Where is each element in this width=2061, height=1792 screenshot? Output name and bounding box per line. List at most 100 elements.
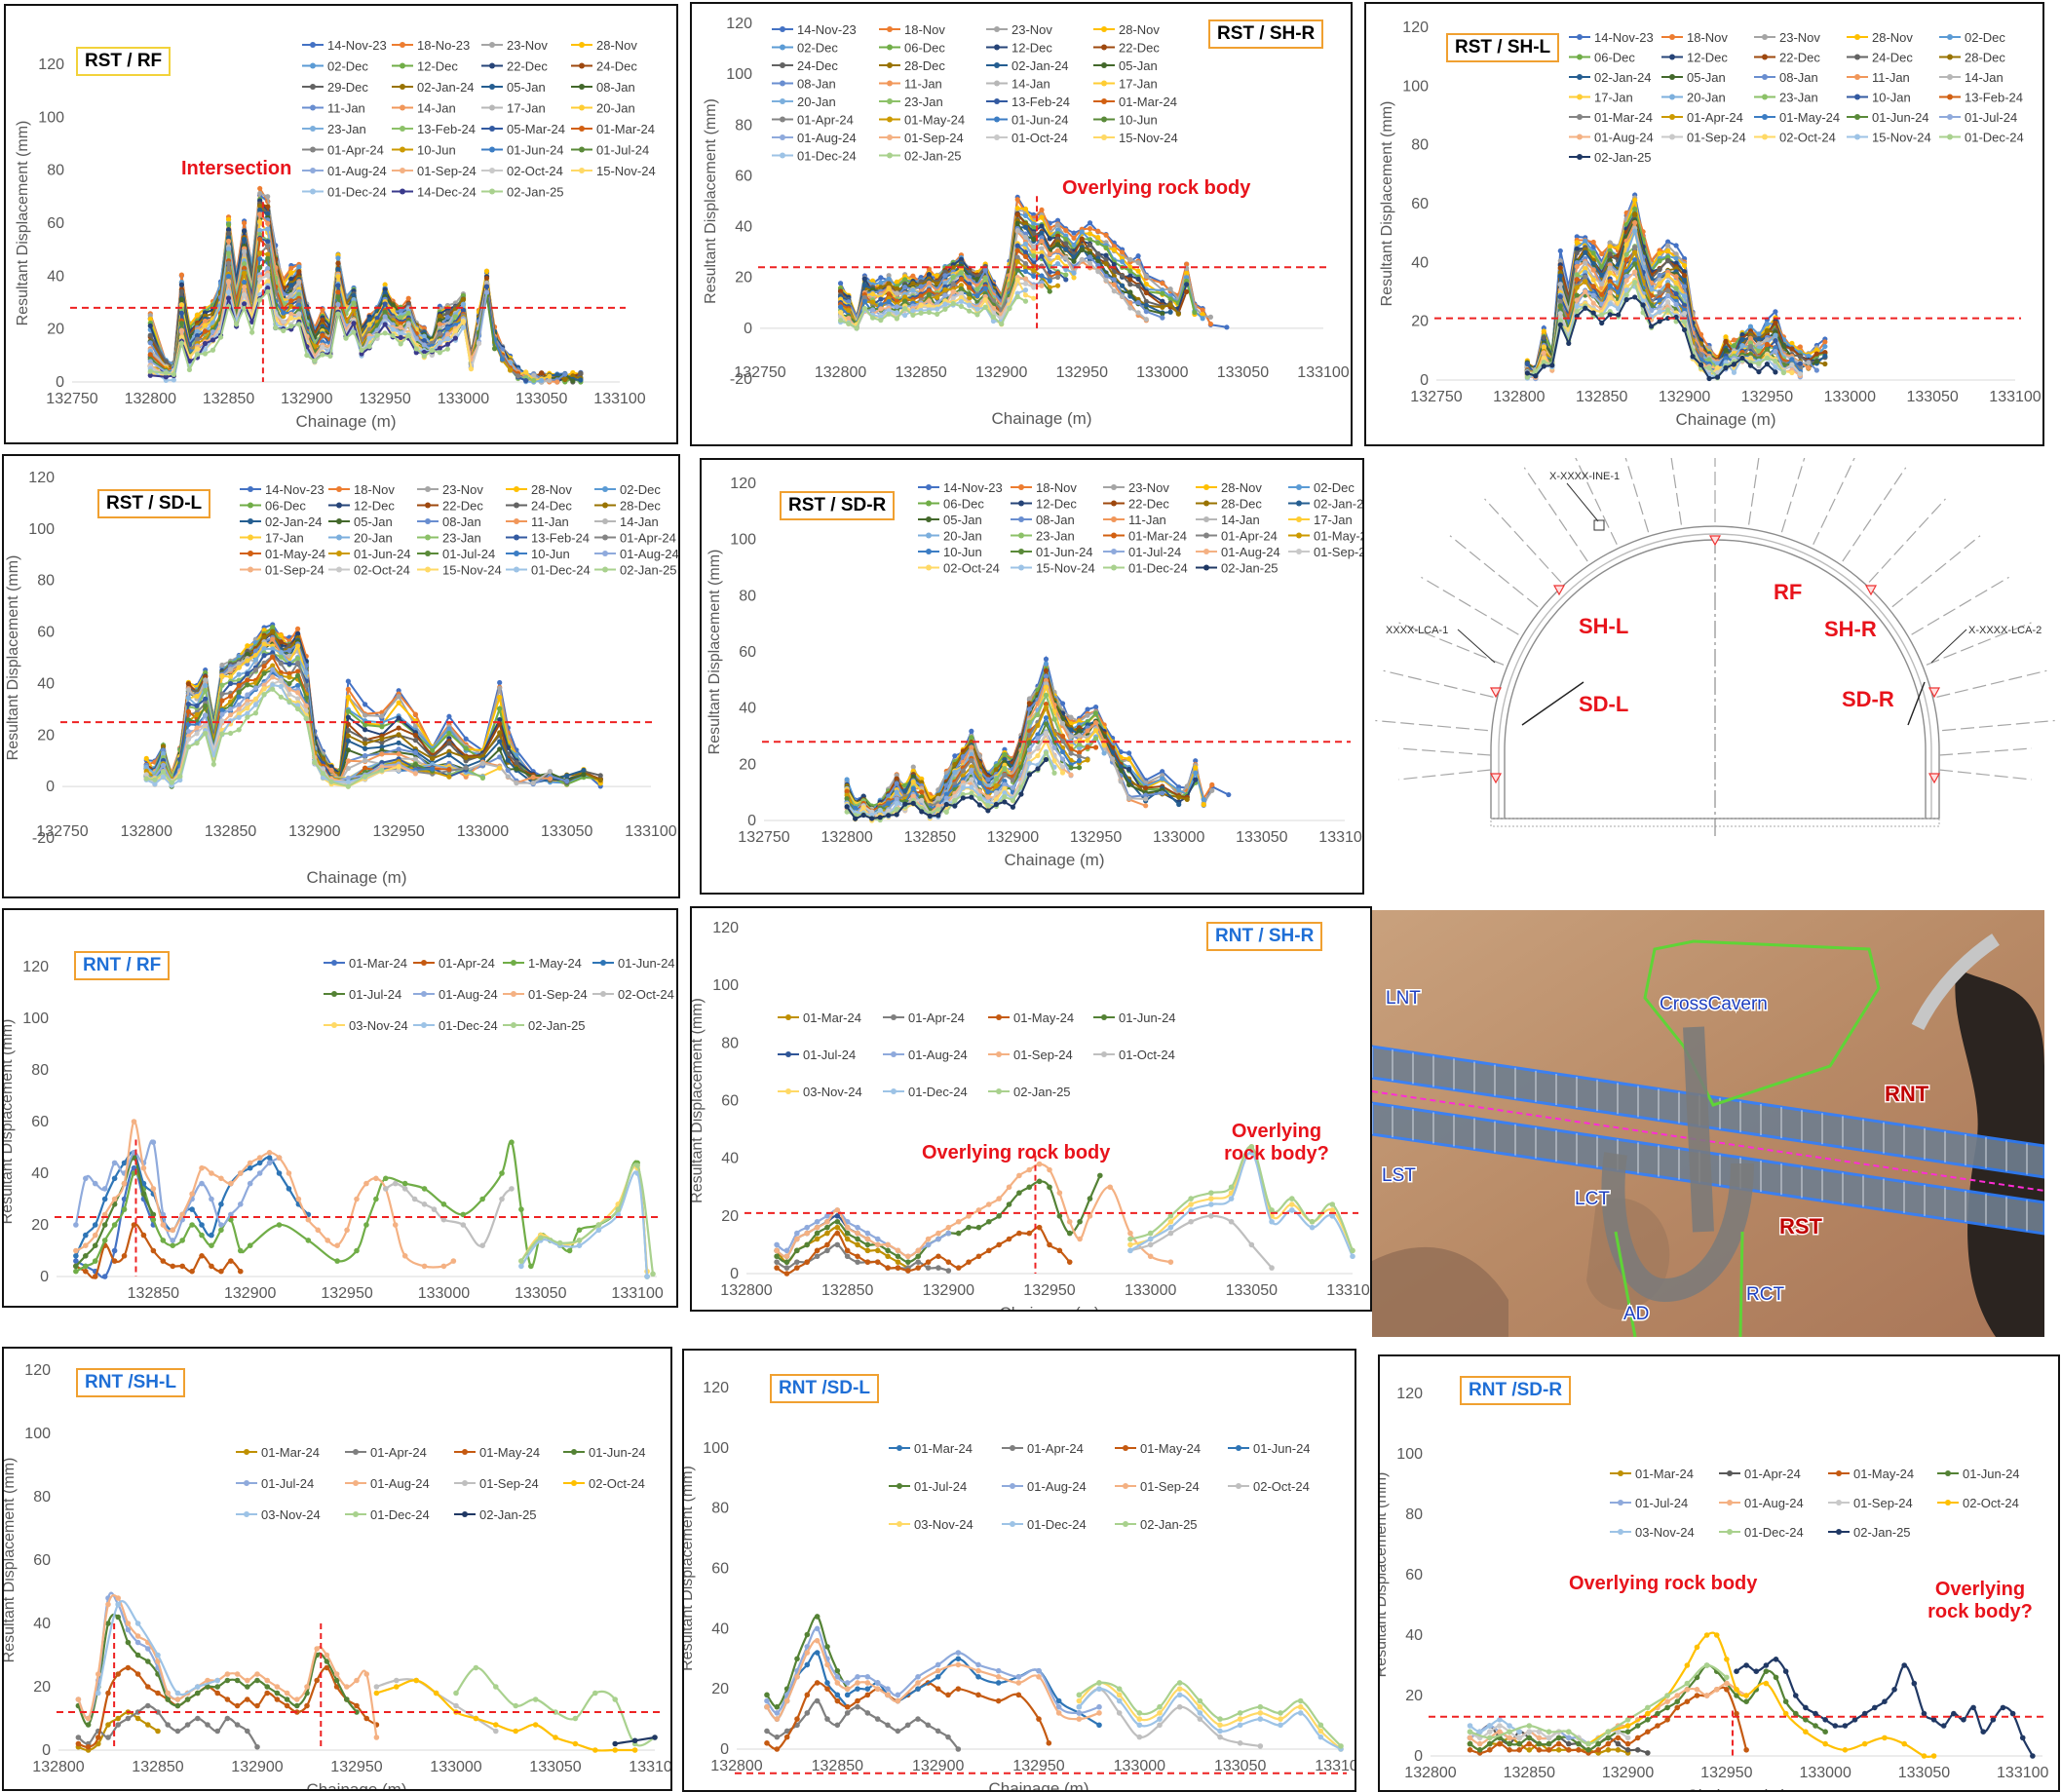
data-point <box>396 732 401 738</box>
legend-item: 05-Jan <box>481 80 546 95</box>
data-point <box>1739 336 1745 343</box>
data-point <box>219 673 225 679</box>
data-point <box>1047 236 1052 242</box>
data-point <box>1756 348 1762 354</box>
legend-label: 15-Nov-24 <box>1872 131 1931 145</box>
data-point <box>242 280 248 286</box>
data-point <box>396 715 401 721</box>
data-point <box>1039 253 1045 259</box>
data-point <box>1747 335 1754 341</box>
data-point <box>910 286 916 293</box>
data-point <box>178 321 184 326</box>
legend-item: 28-Nov <box>571 38 637 53</box>
data-point <box>861 294 867 301</box>
legend-item: 28-Dec <box>879 58 945 73</box>
data-point <box>202 323 209 328</box>
data-point <box>261 646 267 652</box>
y-tick-label: 60 <box>47 215 64 232</box>
data-point <box>1167 302 1173 308</box>
data-point <box>281 313 286 320</box>
legend-label: 12-Dec <box>1687 51 1728 65</box>
data-point <box>1054 222 1061 228</box>
data-point <box>463 736 469 742</box>
data-point <box>1813 359 1819 364</box>
data-point <box>257 256 263 262</box>
data-point <box>894 304 899 310</box>
data-point <box>412 756 418 762</box>
legend-label: 28-Nov <box>1872 30 1913 45</box>
data-point <box>327 353 333 360</box>
data-point <box>1574 259 1580 266</box>
legend-marker <box>887 44 893 51</box>
legend-item: 18-No-23 <box>392 38 470 53</box>
x-tick-label: 132900 <box>975 364 1027 381</box>
data-point <box>225 289 232 295</box>
x-tick-label: 132800 <box>125 391 176 407</box>
data-point <box>296 322 302 327</box>
series-line <box>149 196 582 384</box>
legend-label: 06-Dec <box>1594 51 1635 65</box>
legend-label: 01-Aug-24 <box>327 164 387 178</box>
legend-label: 20-Jan <box>797 95 836 109</box>
data-point <box>203 677 209 683</box>
data-point <box>1764 341 1771 347</box>
data-point <box>396 740 401 745</box>
data-point <box>497 694 503 701</box>
data-point <box>1632 279 1638 286</box>
data-point <box>437 318 442 324</box>
legend-marker <box>994 80 1000 87</box>
x-tick-label: 132800 <box>121 823 172 840</box>
data-point <box>1599 312 1605 318</box>
data-point <box>597 778 603 783</box>
data-point <box>476 340 482 347</box>
data-point <box>1541 334 1546 340</box>
data-point <box>429 347 435 354</box>
legend-marker <box>994 116 1000 123</box>
legend-marker <box>1669 54 1675 60</box>
data-point <box>910 281 916 286</box>
data-point <box>178 288 184 294</box>
data-point <box>1657 319 1662 324</box>
data-point <box>186 366 193 373</box>
data-point <box>460 324 467 330</box>
data-point <box>265 226 271 232</box>
data-point <box>1557 322 1563 327</box>
data-point <box>1574 297 1580 303</box>
x-tick-label: 132750 <box>36 823 88 840</box>
data-point <box>178 340 184 346</box>
data-point <box>178 296 184 302</box>
data-point <box>1063 233 1069 239</box>
x-tick-label: 132850 <box>205 823 256 840</box>
data-point <box>257 236 263 243</box>
data-point <box>514 760 519 766</box>
legend-marker <box>1669 34 1675 40</box>
data-point <box>1657 281 1662 286</box>
data-point <box>363 745 368 751</box>
data-point <box>1022 224 1029 230</box>
data-point <box>295 643 301 649</box>
data-point <box>437 345 442 352</box>
data-point <box>1764 346 1771 353</box>
data-point <box>1623 256 1629 263</box>
legend-item: 02-Jan-24 <box>986 58 1069 73</box>
data-point <box>1014 220 1020 226</box>
data-point <box>1022 249 1029 255</box>
data-point <box>886 286 892 291</box>
data-point <box>1822 349 1828 356</box>
data-point <box>958 283 965 288</box>
data-point <box>547 377 553 383</box>
legend-marker <box>579 84 585 90</box>
legend-label: 01-Mar-24 <box>1594 110 1653 125</box>
legend-item: 14-Nov-23 <box>772 22 857 37</box>
data-point <box>242 228 248 234</box>
data-point <box>320 332 325 338</box>
data-point <box>320 344 325 350</box>
data-point <box>894 310 899 316</box>
legend-marker <box>887 62 893 68</box>
data-point <box>1640 310 1646 316</box>
data-point <box>1673 260 1679 266</box>
legend-marker <box>780 44 785 51</box>
legend-item: 01-May-24 <box>879 113 965 128</box>
legend-item: 22-Dec <box>1754 51 1820 65</box>
